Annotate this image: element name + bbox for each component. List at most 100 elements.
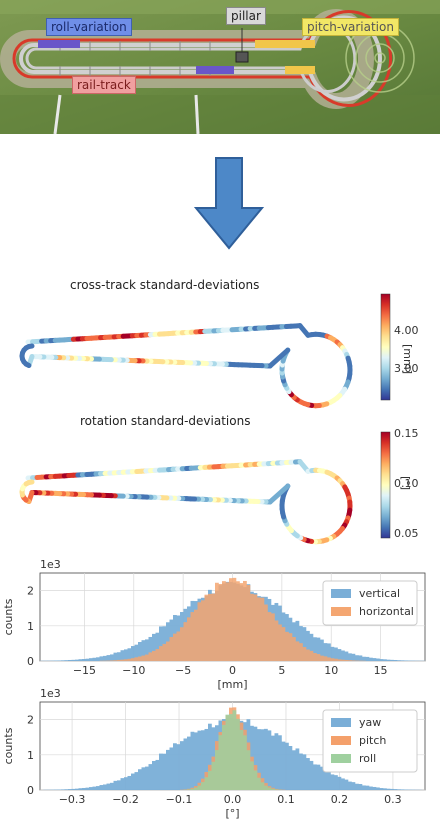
histogram-bar [400,789,405,790]
x-tick-label: 15 [374,664,388,677]
series-bars-horizontal [99,577,366,661]
histogram-bar [145,654,149,661]
histogram-bar [257,729,261,790]
histogram-bar [334,647,338,661]
y-axis-label: counts [2,598,15,635]
histogram-bar [260,597,265,661]
histogram-bar [145,639,149,661]
histogram-bar [120,659,125,661]
histogram-bar [253,770,258,790]
histogram-bar [348,660,352,661]
histogram-bar [103,784,107,790]
histogram-bar [274,733,279,790]
histogram-bar [85,658,90,661]
histogram-bar [162,643,167,661]
histogram-bar [82,787,86,790]
histogram-bar [155,649,160,661]
histogram-bar [344,659,349,661]
histogram-bar [337,659,342,661]
histogram-bar [173,743,177,790]
x-tick-label: 10 [324,664,338,677]
histogram-bar [110,654,114,661]
histogram-bar [96,657,100,661]
histogram-bar [113,652,118,661]
rail-track-label: rail-track [72,76,136,94]
histogram-bar [204,728,209,790]
histogram-bar [383,788,387,790]
histogram-bar [295,620,300,661]
histogram-bar [400,660,405,661]
histogram-bar [348,653,352,661]
histogram-bar [257,597,261,661]
legend-label: yaw [359,716,381,729]
histogram-bar [229,578,233,661]
histogram-bar [113,780,118,790]
histogram-bar [372,786,377,790]
histogram-bar [225,582,230,661]
histogram-bar [166,749,170,790]
histogram-bar [117,659,121,661]
histogram-bar [285,742,289,790]
histogram-bar [267,612,272,661]
histogram-bar [92,786,97,790]
histogram-bar [103,655,107,661]
histogram-bar [386,659,391,661]
histogram-bar [211,761,216,790]
histogram-bar [180,741,184,790]
histogram-bar [71,788,76,790]
histogram-bar [302,754,307,790]
roll-segment-top [38,40,80,48]
histogram-bar [292,637,296,661]
histogram-bar [306,758,310,790]
histogram-bar [197,730,202,790]
histogram-bar [78,659,83,661]
histogram-bar [215,582,219,661]
histogram-bar [278,735,282,790]
legend-label: horizontal [359,605,414,618]
histogram-bar [323,643,328,661]
histogram-bar [351,782,356,790]
histogram-bar [264,604,268,661]
histogram-bar [222,581,226,661]
histogram-bar [201,730,205,790]
histogram-bar [190,788,195,790]
histogram-bar [183,622,188,661]
histogram-bar [71,659,76,661]
histogram-bar [348,781,352,790]
histogram-bar [341,778,345,790]
histogram-bar [141,655,146,661]
histogram-bar [201,782,205,790]
track-segment [267,483,291,505]
histogram-bar [131,658,135,661]
x-tick-label: −0.1 [166,793,193,806]
histogram-bar [344,651,349,661]
histogram-bar [208,723,212,790]
histogram-bar [323,770,328,790]
histogram-bar [358,784,363,790]
histogram-bar [187,788,191,790]
histogram-bar [232,710,237,790]
histogram-bar [313,637,317,661]
histogram-bar [365,656,370,661]
histogram-bar [253,594,258,661]
histogram-bar [404,660,408,661]
histogram-bar [243,735,247,790]
y-tick-label: 2 [27,585,34,598]
histogram-bar [152,650,156,661]
histogram-bar [309,650,314,661]
histogram-bar [260,782,265,790]
histogram-bar [68,789,72,790]
histogram-bar [61,660,65,661]
x-tick-label: −10 [122,664,145,677]
x-tick-label: 5 [278,664,285,677]
legend-swatch [331,754,351,763]
histogram-bar [208,593,212,661]
histogram-bar [134,644,139,661]
histogram-bar [337,776,342,790]
histogram-bar [194,732,198,790]
histogram-bar [89,787,93,790]
histogram-bar [120,650,125,661]
histogram-bar [187,736,191,790]
pillar-label: pillar [226,7,266,25]
y-tick-label: 0 [27,784,34,797]
